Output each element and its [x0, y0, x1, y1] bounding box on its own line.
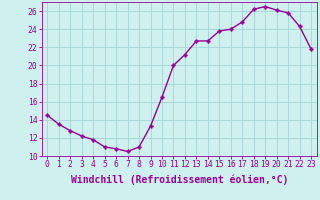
X-axis label: Windchill (Refroidissement éolien,°C): Windchill (Refroidissement éolien,°C)	[70, 175, 288, 185]
